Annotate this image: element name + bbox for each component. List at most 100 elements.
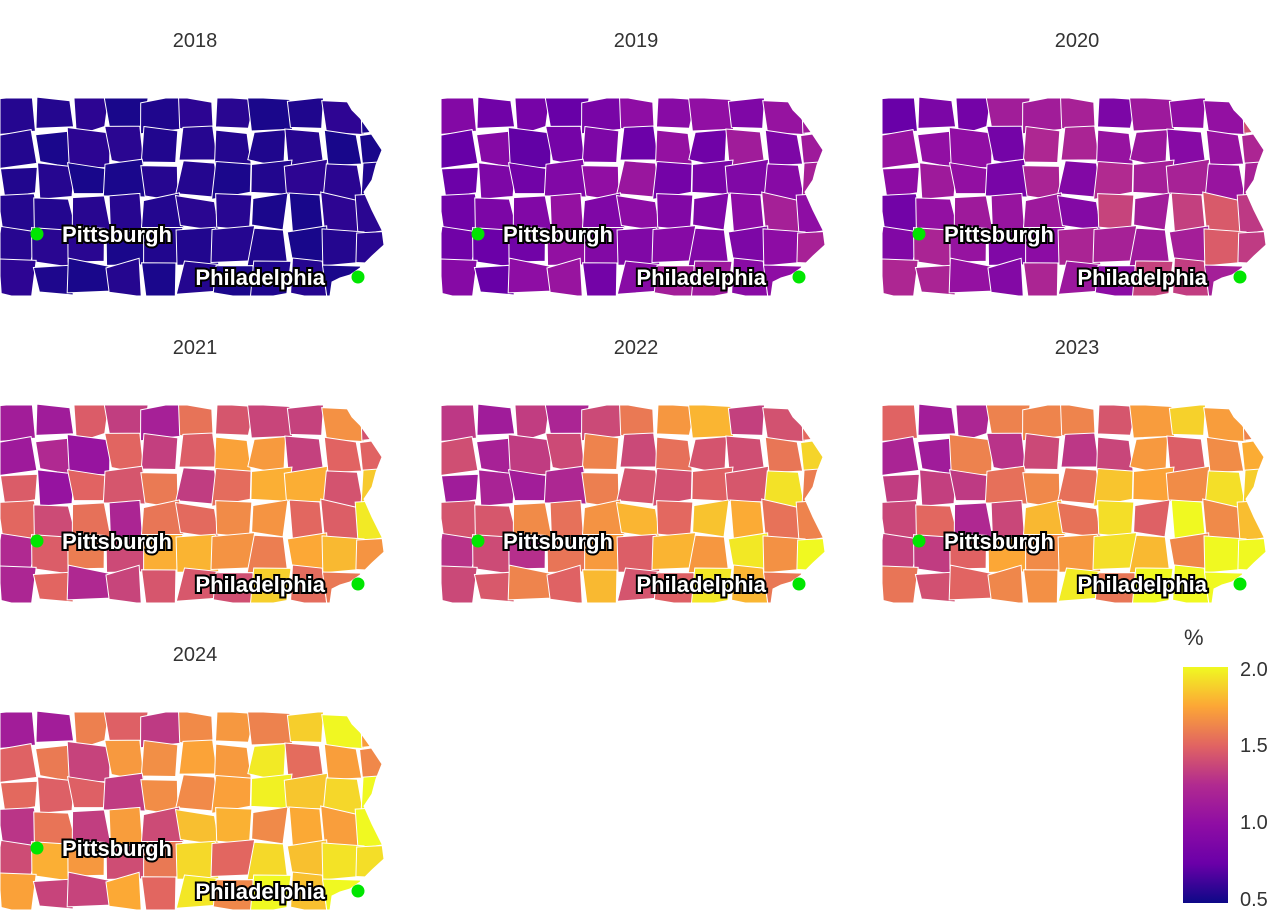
county xyxy=(105,871,142,910)
county xyxy=(246,403,294,439)
county xyxy=(246,710,294,746)
city-marker-philadelphia xyxy=(1233,270,1247,284)
county xyxy=(476,96,516,129)
city-label-philadelphia: Philadelphia xyxy=(636,572,766,597)
county xyxy=(323,743,363,781)
city-marker-pittsburgh xyxy=(30,534,44,548)
county xyxy=(882,473,920,506)
county xyxy=(441,166,479,199)
county xyxy=(321,100,365,136)
county xyxy=(508,532,546,570)
county xyxy=(615,194,661,232)
county xyxy=(102,772,150,812)
county xyxy=(140,262,177,296)
county xyxy=(949,225,987,263)
county xyxy=(1242,92,1266,134)
county xyxy=(212,879,258,910)
county xyxy=(882,166,920,199)
county xyxy=(362,877,384,910)
county xyxy=(652,160,693,201)
county xyxy=(323,436,363,474)
county xyxy=(360,92,384,134)
county xyxy=(948,433,993,476)
county xyxy=(803,570,825,603)
county xyxy=(615,501,661,539)
county xyxy=(174,501,220,539)
pennsylvania-map: Pittsburgh Philadelphia xyxy=(440,375,826,604)
city-label-philadelphia: Philadelphia xyxy=(195,265,325,290)
county xyxy=(731,257,769,296)
map-panel-2019: 2019 Pittsburgh Philadelphia xyxy=(440,0,831,300)
county xyxy=(652,467,693,508)
county xyxy=(286,96,325,129)
county xyxy=(32,264,74,296)
county xyxy=(251,499,289,538)
county xyxy=(1131,260,1174,296)
legend-tick-label: 1.5 xyxy=(1240,735,1268,757)
county xyxy=(690,567,733,603)
county xyxy=(1172,257,1210,296)
county xyxy=(140,739,179,778)
county xyxy=(1022,432,1061,471)
county xyxy=(35,96,75,129)
county xyxy=(800,129,825,169)
county xyxy=(441,436,479,477)
county xyxy=(727,96,766,129)
county xyxy=(1133,192,1171,231)
county xyxy=(214,710,256,743)
county xyxy=(796,537,825,572)
county xyxy=(1244,570,1266,603)
county xyxy=(0,780,38,813)
county xyxy=(581,262,618,296)
county xyxy=(0,565,37,603)
pennsylvania-map: Pittsburgh Philadelphia xyxy=(440,68,826,297)
county xyxy=(1168,403,1207,436)
pennsylvania-map: Pittsburgh Philadelphia xyxy=(881,68,1267,297)
county xyxy=(1205,129,1245,167)
county xyxy=(0,258,37,296)
city-marker-pittsburgh xyxy=(471,227,485,241)
county xyxy=(210,532,256,571)
pennsylvania-map: Pittsburgh Philadelphia xyxy=(0,68,385,297)
county xyxy=(355,844,384,879)
county xyxy=(249,874,292,910)
map-panel-2023: 2023 Pittsburgh Philadelphia xyxy=(881,307,1272,607)
county xyxy=(323,129,363,167)
county xyxy=(948,126,993,169)
county xyxy=(1241,436,1266,476)
county xyxy=(360,706,384,748)
county xyxy=(727,403,766,436)
county xyxy=(174,808,220,846)
county xyxy=(882,258,919,296)
county xyxy=(321,407,365,443)
county xyxy=(36,469,76,507)
county xyxy=(1133,499,1171,538)
county xyxy=(987,257,1024,296)
color-legend: % 2.0 1.5 1.0 0.5 xyxy=(1180,625,1280,915)
county xyxy=(360,399,384,441)
city-label-philadelphia: Philadelphia xyxy=(636,265,766,290)
county xyxy=(508,225,546,263)
panel-title: 2019 xyxy=(613,30,659,52)
city-marker-pittsburgh xyxy=(30,227,44,241)
county xyxy=(795,499,825,543)
county xyxy=(543,158,591,198)
map-panel-2018: 2018 Pittsburgh Philadelphia xyxy=(0,0,390,300)
panel-title: 2024 xyxy=(172,644,218,666)
pennsylvania-map: Pittsburgh Philadelphia xyxy=(0,682,385,911)
county xyxy=(1203,407,1247,443)
city-marker-philadelphia xyxy=(792,270,806,284)
county xyxy=(441,565,478,603)
county xyxy=(581,192,626,229)
county xyxy=(800,436,825,476)
city-marker-philadelphia xyxy=(1233,577,1247,591)
county xyxy=(507,126,552,169)
county xyxy=(1092,532,1138,571)
county xyxy=(1094,572,1140,603)
county xyxy=(949,532,987,570)
city-label-philadelphia: Philadelphia xyxy=(1077,265,1207,290)
county xyxy=(948,257,993,294)
county xyxy=(917,403,957,436)
legend-tick-label: 0.5 xyxy=(1240,889,1268,911)
county xyxy=(690,260,733,296)
